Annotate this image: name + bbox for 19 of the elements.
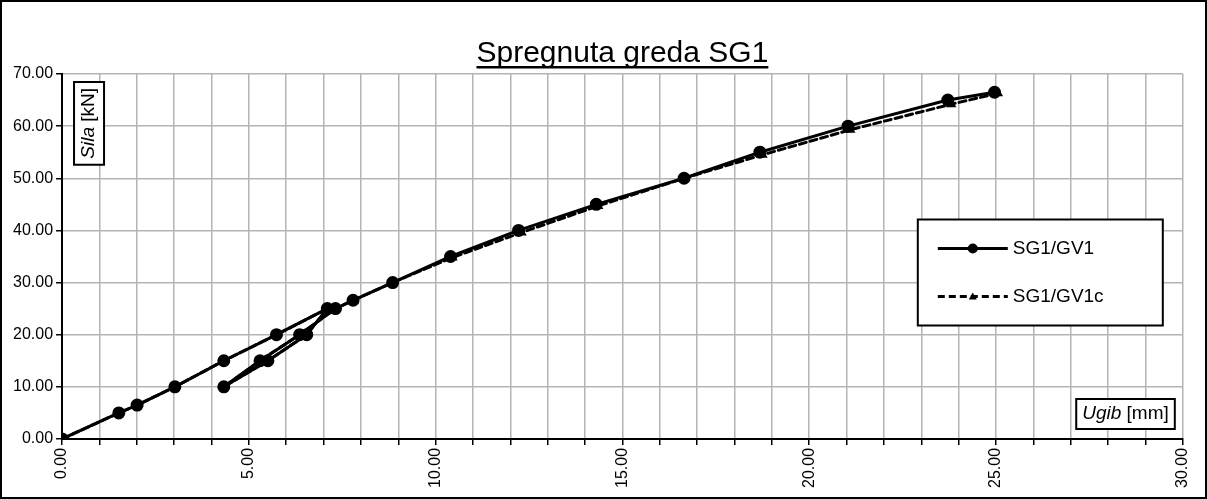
y-tick-label: 10.00 (12, 377, 54, 395)
y-tick-label: 0.00 (21, 429, 54, 447)
x-tick-label: 10.00 (426, 447, 444, 489)
x-tick-label: 15.00 (612, 447, 630, 489)
y-tick-label: 60.00 (12, 116, 54, 134)
x-tick-label: 5.00 (239, 447, 257, 480)
x-tick-label: 20.00 (799, 447, 817, 489)
x-tick-label: 30.00 (1173, 447, 1191, 489)
y-tick-label: 40.00 (12, 220, 54, 238)
y-axis-title: Sila [kN] (77, 88, 99, 159)
y-tick-label: 30.00 (12, 272, 54, 290)
chart-title: Spregnuta greda SG1 (476, 35, 769, 68)
y-tick-label: 70.00 (12, 64, 54, 82)
y-tick-label: 20.00 (12, 325, 54, 343)
y-tick-label: 50.00 (12, 168, 54, 186)
x-axis-title: Ugib [mm] (1082, 402, 1169, 424)
legend-label: SG1/GV1 (1012, 236, 1095, 258)
x-tick-label: 25.00 (986, 447, 1004, 489)
legend-label: SG1/GV1c (1012, 284, 1104, 306)
